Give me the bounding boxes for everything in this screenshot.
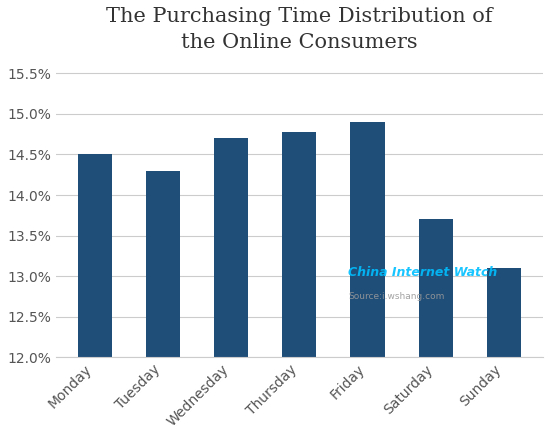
Bar [282, 132, 316, 436]
Bar [350, 122, 384, 436]
Bar [419, 219, 453, 436]
Bar [487, 268, 521, 436]
Bar [214, 138, 248, 436]
Title: The Purchasing Time Distribution of
the Online Consumers: The Purchasing Time Distribution of the … [106, 7, 493, 52]
Text: Source:i.wshang.com: Source:i.wshang.com [348, 292, 444, 301]
Bar [78, 154, 112, 436]
Bar [146, 170, 180, 436]
Text: China Internet Watch: China Internet Watch [348, 266, 497, 279]
